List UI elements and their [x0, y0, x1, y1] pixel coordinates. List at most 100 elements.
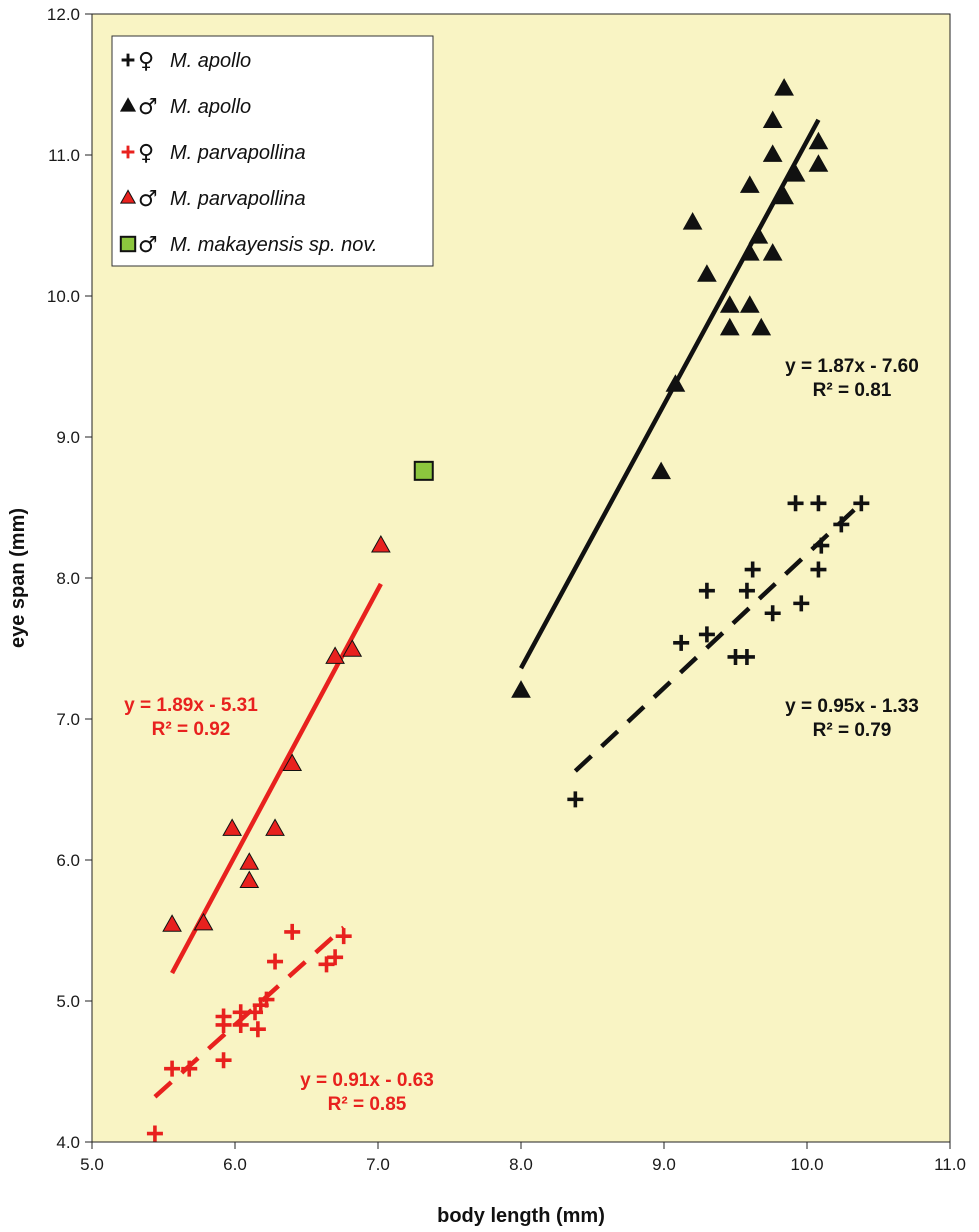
trendline-equation: y = 1.89x - 5.31 — [124, 695, 258, 716]
data-point — [162, 914, 182, 932]
trendline — [573, 501, 863, 773]
data-point — [327, 949, 344, 966]
x-tick-label: 6.0 — [223, 1155, 247, 1174]
data-point — [744, 561, 761, 578]
data-point — [651, 461, 671, 480]
data-point — [682, 212, 703, 230]
legend-marker — [121, 53, 135, 67]
data-point — [764, 605, 781, 622]
x-tick-label: 11.0 — [934, 1155, 966, 1174]
legend-label: M. parvapollina — [170, 142, 306, 164]
data-point — [325, 646, 345, 664]
trendline-equation: y = 1.87x - 7.60 — [785, 356, 919, 377]
data-point — [665, 374, 686, 392]
data-point — [282, 753, 303, 772]
trend-annotations: y = 0.95x - 1.33 R² = 0.79 y = 1.87x - 7.6… — [124, 356, 919, 1115]
legend-marker — [119, 189, 137, 204]
data-point — [267, 953, 284, 970]
data-point — [193, 912, 214, 931]
data-point — [793, 595, 810, 612]
x-axis-title: body length (mm) — [437, 1205, 605, 1227]
data-point — [146, 1125, 163, 1142]
data-point — [258, 991, 275, 1008]
legend-sex-symbol: ♂ — [138, 95, 158, 120]
data-point — [698, 626, 715, 643]
data-point — [673, 634, 690, 651]
data-point — [265, 818, 285, 836]
data-point — [748, 226, 769, 244]
data-point — [813, 537, 830, 554]
data-point — [739, 175, 760, 193]
trendline-r-squared: R² = 0.81 — [813, 380, 892, 401]
legend-marker — [119, 97, 137, 112]
data-point — [808, 154, 829, 172]
y-tick-label: 4.0 — [56, 1133, 80, 1152]
legend-label: M. apollo — [170, 50, 251, 72]
y-tick-label: 10.0 — [47, 287, 80, 306]
x-tick-label: 9.0 — [652, 1155, 676, 1174]
data-point — [215, 1052, 232, 1069]
data-point — [808, 131, 829, 150]
x-tick-label: 7.0 — [366, 1155, 390, 1174]
data-point — [284, 923, 301, 940]
trendline-r-squared: R² = 0.79 — [813, 720, 892, 741]
legend-sex-symbol: ♀ — [138, 49, 154, 74]
data-point — [787, 495, 804, 512]
data-point — [249, 1021, 266, 1038]
legend-label: M. parvapollina — [170, 188, 306, 210]
data-point — [738, 648, 755, 665]
data-point — [222, 818, 242, 836]
x-tick-label: 5.0 — [80, 1155, 104, 1174]
data-point — [239, 852, 260, 870]
data-point — [342, 639, 363, 657]
legend: ♀ M. apollo ♂ M. apollo ♀ M. parvapollina ♂ M. … — [111, 35, 434, 267]
data-point — [833, 516, 850, 533]
data-point — [738, 582, 755, 599]
y-axis-title: eye span (mm) — [7, 508, 29, 648]
trendline-r-squared: R² = 0.92 — [152, 719, 231, 740]
trendline-equation: y = 0.95x - 1.33 — [785, 696, 919, 717]
data-point — [853, 495, 870, 512]
data-point — [774, 186, 794, 205]
data-point — [762, 144, 783, 162]
trendline — [170, 582, 383, 975]
y-tick-label: 12.0 — [47, 5, 80, 24]
data-point — [719, 317, 740, 336]
data-point — [318, 956, 335, 973]
x-tick-label: 10.0 — [790, 1155, 823, 1174]
data-point — [774, 78, 794, 96]
data-point — [762, 243, 783, 261]
data-point — [762, 110, 783, 129]
legend-label: M. makayensis sp. nov. — [170, 234, 377, 256]
data-point — [232, 1016, 249, 1033]
data-point — [697, 264, 717, 282]
x-tick-label: 8.0 — [509, 1155, 533, 1174]
data-point — [567, 791, 584, 808]
data-point — [335, 928, 352, 945]
y-tick-label: 6.0 — [56, 851, 80, 870]
data-point — [215, 1016, 232, 1033]
data-point — [785, 164, 806, 182]
y-tick-label: 5.0 — [56, 992, 80, 1011]
legend-sex-symbol: ♂ — [138, 187, 158, 212]
y-tick-label: 8.0 — [56, 569, 80, 588]
trendline-equation: y = 0.91x - 0.63 — [300, 1070, 434, 1091]
legend-marker — [121, 145, 135, 159]
legend-sex-symbol: ♀ — [138, 141, 154, 166]
data-points — [146, 78, 870, 1142]
legend-marker — [119, 235, 137, 253]
y-tick-label: 7.0 — [56, 710, 80, 729]
data-point — [511, 680, 531, 698]
data-point — [413, 460, 434, 481]
data-point — [371, 534, 391, 553]
trendline — [519, 118, 821, 670]
data-point — [181, 1060, 198, 1077]
data-point — [239, 870, 260, 889]
data-point — [751, 317, 772, 336]
data-point — [739, 295, 760, 313]
data-point — [698, 582, 715, 599]
data-point — [164, 1060, 181, 1077]
y-tick-label: 9.0 — [56, 428, 80, 447]
axes: 5.0 6.0 7.0 8.0 9.0 10.0 11.04.05.06.07.08.09.… — [47, 5, 966, 1174]
